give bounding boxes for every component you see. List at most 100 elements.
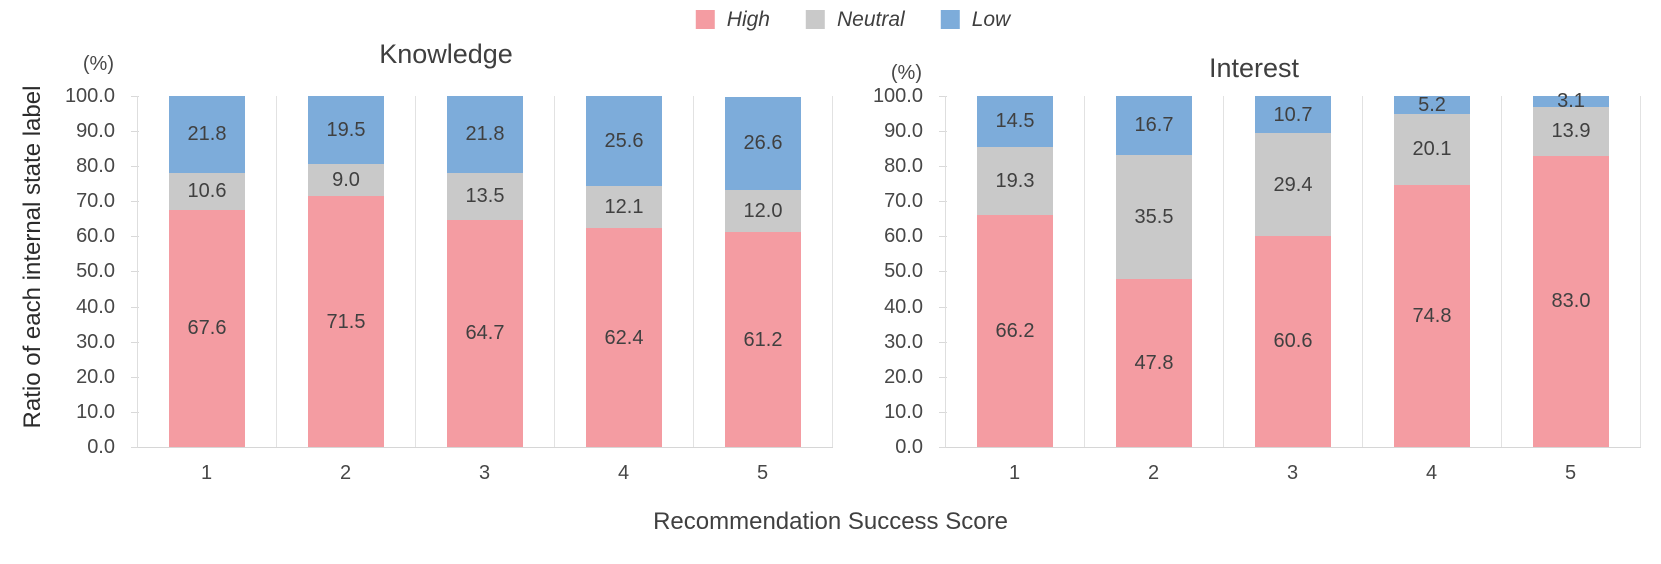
- x-tick-label: 5: [1564, 462, 1577, 484]
- stacked-bar: 74.8 20.1 5.2: [1394, 94, 1470, 447]
- y-tick-label: 10.0: [0, 402, 139, 422]
- y-tick-label: 90.0: [0, 121, 139, 141]
- legend-label-high: High: [726, 8, 770, 31]
- x-tick-label: 4: [617, 462, 630, 484]
- y-tick-label: 20.0: [0, 367, 139, 387]
- bar-segment-neutral: 12.1: [586, 185, 662, 229]
- y-axis-unit: (%): [82, 53, 114, 75]
- data-label: 21.8: [465, 123, 505, 146]
- y-tick-label: 50.0: [808, 261, 947, 281]
- stacked-bar: 83.0 13.9 3.1: [1533, 91, 1609, 447]
- category-column: 64.7 13.5 21.8: [416, 96, 555, 447]
- legend-swatch-low: [940, 10, 960, 29]
- legend-swatch-high: [695, 10, 715, 29]
- y-tick-label: 10.0: [808, 402, 947, 422]
- category-column: 61.2 12.0 26.6: [694, 96, 833, 447]
- interest-chart-title: Interest: [1208, 53, 1300, 83]
- data-label: 71.5: [326, 310, 366, 333]
- y-tick-label: 70.0: [0, 191, 139, 211]
- stacked-bar: 67.6 10.6 21.8: [169, 96, 245, 447]
- y-tick-label: 20.0: [808, 367, 947, 387]
- legend-item-neutral: Neutral: [805, 9, 905, 30]
- bar-segment-high: 61.2: [725, 232, 801, 447]
- bar-segment-high: 71.5: [308, 196, 384, 447]
- bar-segment-high: 60.6: [1255, 235, 1331, 447]
- interest-chart: Interest (%) 100.0 90.0 80.0 70.0 60.0 50.0 40…: [808, 0, 1641, 564]
- data-label: 64.7: [465, 322, 505, 345]
- data-label: 21.8: [187, 123, 227, 146]
- x-tick-label: 2: [1147, 462, 1160, 484]
- bar-segment-neutral: 20.1: [1394, 114, 1470, 185]
- interest-plot-area: 66.2 19.3 14.5 47.8 35.5 16.7 60.6 29.4 10.7 74.8…: [945, 91, 1641, 448]
- y-tick-label: 0.0: [808, 437, 947, 457]
- data-label: 3.1: [1557, 90, 1585, 113]
- y-tick-label: 30.0: [0, 332, 139, 352]
- data-label: 66.2: [995, 319, 1035, 342]
- bar-segment-high: 66.2: [977, 214, 1053, 447]
- bar-segment-low: 25.6: [586, 96, 662, 186]
- stacked-bar: 62.4 12.1 25.6: [586, 96, 662, 447]
- bar-segment-low: 16.7: [1116, 96, 1192, 155]
- data-label: 62.4: [604, 326, 644, 349]
- y-tick-label: 40.0: [0, 297, 139, 317]
- data-label: 60.6: [1273, 330, 1313, 353]
- bar-segment-low: 19.5: [308, 96, 384, 165]
- data-label: 5.2: [1418, 94, 1446, 117]
- stacked-bar: 47.8 35.5 16.7: [1116, 96, 1192, 447]
- x-tick-label: 1: [1008, 462, 1021, 484]
- bar-segment-neutral: 19.3: [977, 146, 1053, 215]
- legend-item-high: High: [695, 8, 770, 31]
- bar-segment-low: 21.8: [169, 96, 245, 173]
- bar-segment-low: 5.2: [1394, 94, 1470, 117]
- knowledge-plot-area: 67.6 10.6 21.8 71.5 9.0 19.5 64.7 13.5 21.8 62.4 1…: [137, 96, 833, 448]
- category-column: 67.6 10.6 21.8: [138, 96, 277, 447]
- category-column: 60.6 29.4 10.7: [1224, 96, 1363, 447]
- knowledge-chart: Ratio of each internal state label Knowl…: [0, 39, 833, 485]
- stacked-bar: 60.6 29.4 10.7: [1255, 96, 1331, 447]
- y-tick-label: 100.0: [0, 86, 139, 106]
- bar-segment-neutral: 12.0: [725, 190, 801, 233]
- y-tick-label: 60.0: [0, 226, 139, 246]
- category-column: 74.8 20.1 5.2: [1363, 94, 1502, 447]
- data-label: 19.5: [326, 119, 366, 142]
- data-label: 25.6: [604, 129, 644, 152]
- bar-segment-neutral: 13.9: [1533, 106, 1609, 156]
- data-label: 29.4: [1273, 173, 1313, 196]
- x-tick-label: 4: [1425, 462, 1438, 484]
- data-label: 9.0: [332, 169, 360, 192]
- data-label: 19.3: [995, 169, 1035, 192]
- y-axis-unit: (%): [890, 62, 922, 84]
- y-tick-label: 30.0: [808, 332, 947, 352]
- knowledge-x-tick-labels: 1 2 3 4 5: [137, 462, 832, 485]
- category-column: 83.0 13.9 3.1: [1502, 91, 1641, 447]
- y-tick-label: 60.0: [808, 226, 947, 246]
- y-tick-label: 40.0: [808, 297, 947, 317]
- stacked-bar: 61.2 12.0 26.6: [725, 96, 801, 447]
- data-label: 61.2: [743, 328, 783, 351]
- bar-segment-neutral: 29.4: [1255, 133, 1331, 236]
- data-label: 47.8: [1134, 352, 1174, 375]
- legend-item-low: Low: [940, 8, 1011, 31]
- bar-segment-neutral: 35.5: [1116, 154, 1192, 280]
- bar-segment-neutral: 13.5: [447, 172, 523, 220]
- stacked-bar: 71.5 9.0 19.5: [308, 96, 384, 447]
- bar-segment-low: 26.6: [725, 96, 801, 191]
- category-column: 66.2 19.3 14.5: [946, 96, 1085, 447]
- legend-label-low: Low: [971, 8, 1011, 31]
- y-tick-label: 70.0: [808, 191, 947, 211]
- y-tick-label: 80.0: [808, 156, 947, 176]
- stacked-bar: 64.7 13.5 21.8: [447, 96, 523, 447]
- y-tick-label: 90.0: [808, 121, 947, 141]
- bar-segment-high: 83.0: [1533, 155, 1609, 447]
- x-tick-label: 3: [1286, 462, 1299, 484]
- bar-segment-neutral: 10.6: [169, 172, 245, 210]
- stacked-bar: 66.2 19.3 14.5: [977, 96, 1053, 447]
- y-tick-label: 0.0: [0, 437, 139, 457]
- bar-segment-high: 74.8: [1394, 184, 1470, 447]
- bar-segment-high: 64.7: [447, 219, 523, 447]
- legend-swatch-neutral: [805, 10, 825, 29]
- data-label: 16.7: [1134, 114, 1174, 137]
- data-label: 12.0: [743, 200, 783, 223]
- data-label: 83.0: [1551, 290, 1591, 313]
- x-tick-label: 5: [756, 462, 769, 484]
